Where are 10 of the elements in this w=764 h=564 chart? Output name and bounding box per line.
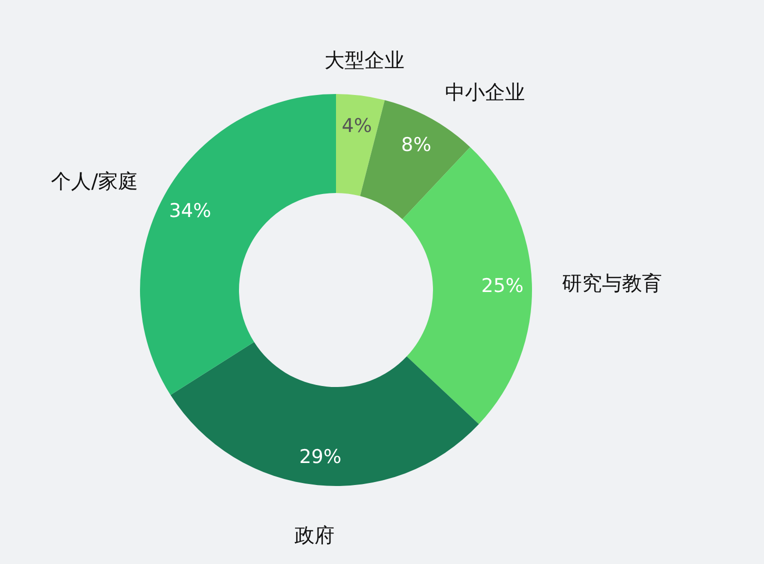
data-label: 29%: [299, 446, 342, 468]
data-label: 34%: [168, 200, 212, 222]
data-label: 25%: [481, 274, 524, 297]
slice-label: 中小企业: [444, 80, 525, 104]
data-label: 8%: [401, 134, 432, 156]
data-label: 4%: [342, 114, 372, 137]
slice-label: 个人/家庭: [51, 169, 138, 194]
slice-label: 研究与教育: [562, 270, 662, 295]
slice-label: 政府: [294, 522, 335, 547]
slice-label: 大型企业: [324, 48, 404, 72]
